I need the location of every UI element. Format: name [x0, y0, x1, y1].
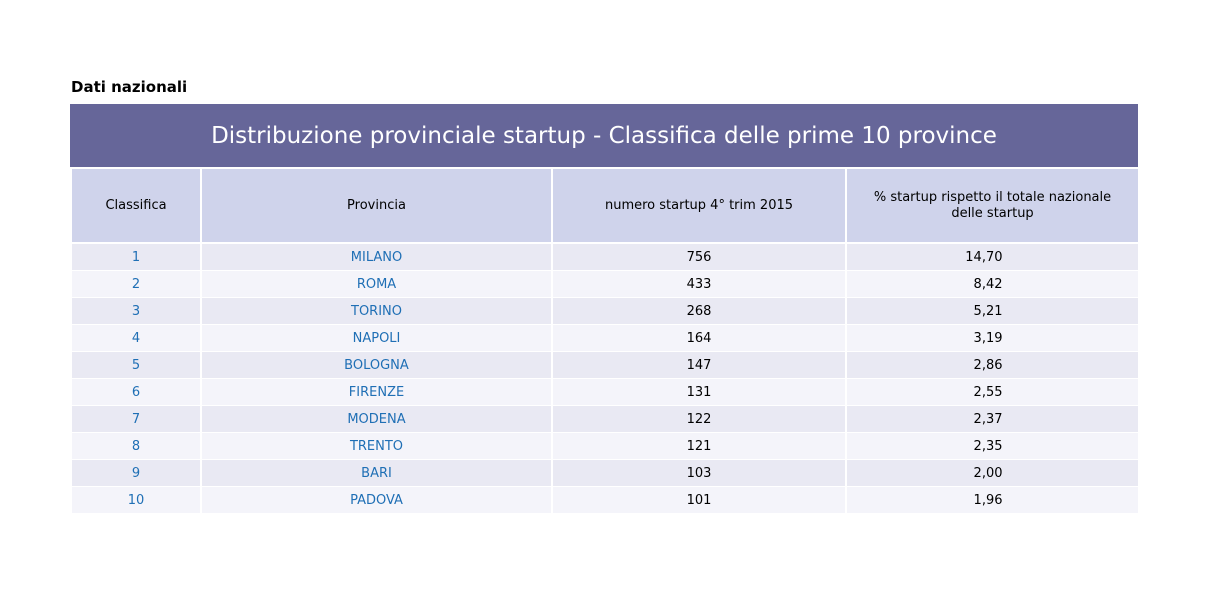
cell-province: FIRENZE: [200, 378, 553, 406]
cell-count: 101: [551, 486, 847, 514]
cell-percentage: 2,37: [845, 405, 1140, 433]
table-body: 1 MILANO 756 14,70 2 ROMA 433 8,42 3 TORINO 268 5,2…: [70, 243, 1140, 514]
cell-count: 268: [551, 297, 847, 325]
cell-count: 103: [551, 459, 847, 487]
percentage-value: 3,19: [973, 330, 1003, 346]
section-heading: Dati nazionali: [71, 78, 188, 96]
cell-percentage: 14,70: [845, 243, 1140, 271]
cell-province: BARI: [200, 459, 553, 487]
cell-rank: 7: [70, 405, 202, 433]
cell-province: NAPOLI: [200, 324, 553, 352]
cell-rank: 10: [70, 486, 202, 514]
table-row: 5 BOLOGNA 147 2,86: [70, 351, 1140, 379]
cell-province: ROMA: [200, 270, 553, 298]
table-title-banner: Distribuzione provinciale startup - Clas…: [70, 104, 1138, 169]
cell-rank: 4: [70, 324, 202, 352]
cell-percentage: 2,35: [845, 432, 1140, 460]
header-rank: Classifica: [70, 169, 202, 244]
cell-rank: 8: [70, 432, 202, 460]
cell-province: BOLOGNA: [200, 351, 553, 379]
cell-count: 433: [551, 270, 847, 298]
percentage-value: 1,96: [973, 492, 1003, 508]
cell-count: 147: [551, 351, 847, 379]
table-row: 10 PADOVA 101 1,96: [70, 486, 1140, 514]
table-row: 6 FIRENZE 131 2,55: [70, 378, 1140, 406]
percentage-value: 2,55: [973, 384, 1003, 400]
cell-rank: 5: [70, 351, 202, 379]
cell-province: MODENA: [200, 405, 553, 433]
cell-rank: 9: [70, 459, 202, 487]
cell-percentage: 2,00: [845, 459, 1140, 487]
table-row: 3 TORINO 268 5,21: [70, 297, 1140, 325]
table-row: 7 MODENA 122 2,37: [70, 405, 1140, 433]
percentage-value: 5,21: [973, 303, 1003, 319]
cell-percentage: 2,86: [845, 351, 1140, 379]
cell-percentage: 8,42: [845, 270, 1140, 298]
table-row: 2 ROMA 433 8,42: [70, 270, 1140, 298]
ranking-table-container: Distribuzione provinciale startup - Clas…: [70, 104, 1140, 514]
table-row: 9 BARI 103 2,00: [70, 459, 1140, 487]
cell-count: 122: [551, 405, 847, 433]
cell-percentage: 2,55: [845, 378, 1140, 406]
cell-province: PADOVA: [200, 486, 553, 514]
cell-count: 164: [551, 324, 847, 352]
table-row: 1 MILANO 756 14,70: [70, 243, 1140, 271]
percentage-value: 8,42: [973, 276, 1003, 292]
cell-province: MILANO: [200, 243, 553, 271]
cell-percentage: 3,19: [845, 324, 1140, 352]
cell-count: 131: [551, 378, 847, 406]
table-header-row: Classifica Provincia numero startup 4° t…: [70, 169, 1140, 244]
cell-count: 121: [551, 432, 847, 460]
cell-count: 756: [551, 243, 847, 271]
percentage-value: 2,35: [973, 438, 1003, 454]
percentage-value: 14,70: [965, 249, 1003, 265]
table-row: 4 NAPOLI 164 3,19: [70, 324, 1140, 352]
header-province: Provincia: [200, 169, 553, 244]
cell-province: TORINO: [200, 297, 553, 325]
header-percentage: % startup rispetto il totale nazionale d…: [845, 169, 1140, 244]
cell-rank: 3: [70, 297, 202, 325]
cell-province: TRENTO: [200, 432, 553, 460]
cell-rank: 6: [70, 378, 202, 406]
cell-percentage: 1,96: [845, 486, 1140, 514]
percentage-value: 2,86: [973, 357, 1003, 373]
header-count: numero startup 4° trim 2015: [551, 169, 847, 244]
table-row: 8 TRENTO 121 2,35: [70, 432, 1140, 460]
percentage-value: 2,00: [973, 465, 1003, 481]
cell-rank: 2: [70, 270, 202, 298]
province-ranking-table: Classifica Provincia numero startup 4° t…: [70, 169, 1140, 514]
percentage-value: 2,37: [973, 411, 1003, 427]
cell-percentage: 5,21: [845, 297, 1140, 325]
cell-rank: 1: [70, 243, 202, 271]
